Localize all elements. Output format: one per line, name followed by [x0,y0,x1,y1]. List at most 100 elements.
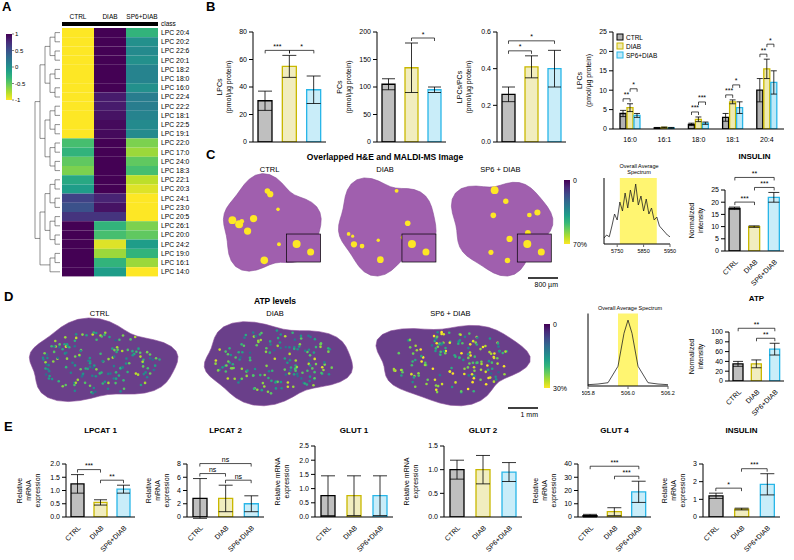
svg-text:0: 0 [568,513,572,520]
svg-text:2.0: 2.0 [50,460,60,467]
svg-text:40: 40 [715,358,723,365]
svg-text:30%: 30% [553,385,567,392]
svg-text:SP6+DIAB: SP6+DIAB [227,524,256,553]
svg-text:LPCs: LPCs [576,71,583,89]
svg-text:0.4: 0.4 [481,65,491,72]
svg-text:LPC 22:6: LPC 22:6 [161,47,190,54]
svg-text:25: 25 [599,28,607,35]
svg-text:SP6+DIAB: SP6+DIAB [750,388,779,417]
svg-text:LPC 20:1: LPC 20:1 [161,57,190,64]
svg-text:CTRL: CTRL [443,524,461,542]
svg-text:0.0: 0.0 [50,513,60,520]
svg-text:5750: 5750 [611,248,623,254]
svg-text:*: * [530,33,533,40]
svg-text:1 mm: 1 mm [521,411,539,418]
svg-text:SP6+DIAB: SP6+DIAB [614,524,643,553]
svg-text:CTRL: CTRL [186,524,204,542]
svg-text:SP6+DIAB: SP6+DIAB [484,524,513,553]
svg-text:LPC 24:1: LPC 24:1 [161,195,190,202]
svg-text:DIAB: DIAB [626,43,641,50]
svg-text:LPC 19:0: LPC 19:0 [161,250,190,257]
svg-text:DIAB: DIAB [102,13,117,20]
svg-text:INSULIN: INSULIN [726,426,758,435]
svg-text:CTRL: CTRL [70,13,87,20]
svg-text:1.5: 1.5 [299,471,309,478]
svg-text:LPC 20:5: LPC 20:5 [161,213,190,220]
svg-text:Relative: Relative [661,478,668,503]
svg-text:LPC 20:2: LPC 20:2 [161,38,190,45]
svg-text:3: 3 [693,460,697,467]
svg-text:**: ** [763,331,769,338]
svg-text:20: 20 [711,199,719,206]
svg-text:1: 1 [15,31,19,37]
svg-text:***: *** [691,104,699,111]
svg-text:8: 8 [177,460,181,467]
svg-text:60: 60 [715,348,723,355]
svg-text:**: ** [752,170,758,177]
svg-text:intensity: intensity [697,343,705,369]
svg-text:***: *** [698,94,706,101]
svg-text:20: 20 [239,111,247,118]
svg-text:0.5: 0.5 [299,499,309,506]
svg-text:SP6+DIAB: SP6+DIAB [126,13,157,20]
svg-text:mRNA: mRNA [25,480,32,501]
svg-text:0.0: 0.0 [299,513,309,520]
svg-text:**: ** [754,321,760,328]
svg-text:CTRL: CTRL [626,34,643,41]
svg-text:CTRL: CTRL [721,258,739,276]
svg-text:20: 20 [564,487,572,494]
svg-text:*: * [519,43,522,50]
svg-text:1.0: 1.0 [299,485,309,492]
svg-text:***: *** [750,461,758,468]
svg-text:*: * [769,37,772,44]
svg-text:(pmol/µg protein): (pmol/µg protein) [225,60,233,113]
svg-text:Relative mRNA: Relative mRNA [274,457,281,505]
svg-text:mRNA: mRNA [670,480,677,501]
svg-text:DIAB: DIAB [471,524,488,541]
svg-text:LPCs: LPCs [216,78,223,96]
svg-text:10: 10 [711,223,719,230]
svg-text:0: 0 [15,64,19,70]
svg-text:LPC 14:0: LPC 14:0 [161,268,190,275]
svg-text:DIAB: DIAB [342,524,359,541]
svg-text:CTRL: CTRL [702,524,720,542]
svg-text:2: 2 [177,500,181,507]
svg-text:ns: ns [209,466,217,473]
svg-text:LPC 19:1: LPC 19:1 [161,130,190,137]
svg-text:80: 80 [239,28,247,35]
svg-text:60: 60 [239,56,247,63]
svg-text:LPC 22:0: LPC 22:0 [161,139,190,146]
svg-text:DIAB: DIAB [602,524,619,541]
svg-text:0: 0 [177,513,181,520]
svg-text:SP6+DIAB: SP6+DIAB [355,524,384,553]
svg-text:LPC 20:4: LPC 20:4 [161,29,190,36]
svg-text:40: 40 [239,83,247,90]
svg-text:Overlapped H&E and MALDI-MS Im: Overlapped H&E and MALDI-MS Image [307,152,464,162]
svg-text:16:0: 16:0 [623,136,637,143]
svg-text:30: 30 [564,474,572,481]
svg-text:LPC 18:1: LPC 18:1 [161,112,190,119]
svg-text:***: *** [760,180,768,187]
svg-text:0.5: 0.5 [428,490,438,497]
svg-text:LPCs/PCs: LPCs/PCs [456,70,463,103]
svg-text:*: * [300,43,303,50]
svg-text:1: 1 [693,496,697,503]
svg-text:Relative: Relative [145,478,152,503]
svg-text:***: *** [273,43,281,50]
svg-text:LPC 18:2: LPC 18:2 [161,66,190,73]
svg-text:Relative mRNA: Relative mRNA [403,457,410,505]
svg-text:LPC 22:1: LPC 22:1 [161,176,190,183]
svg-text:1.0: 1.0 [50,487,60,494]
svg-text:***: *** [85,462,93,469]
svg-text:DIAB: DIAB [729,524,746,541]
svg-text:-0.5: -0.5 [15,81,26,87]
svg-text:LPC 26:1: LPC 26:1 [161,222,190,229]
svg-text:15: 15 [711,211,719,218]
svg-text:intensity: intensity [697,207,705,233]
svg-text:2.0: 2.0 [299,457,309,464]
svg-text:LPC 18:3: LPC 18:3 [161,167,190,174]
svg-text:Overall Average Spectrum: Overall Average Spectrum [598,305,663,311]
svg-text:0: 0 [719,377,723,384]
svg-text:**: ** [761,47,767,54]
svg-text:DIAB: DIAB [266,309,284,318]
